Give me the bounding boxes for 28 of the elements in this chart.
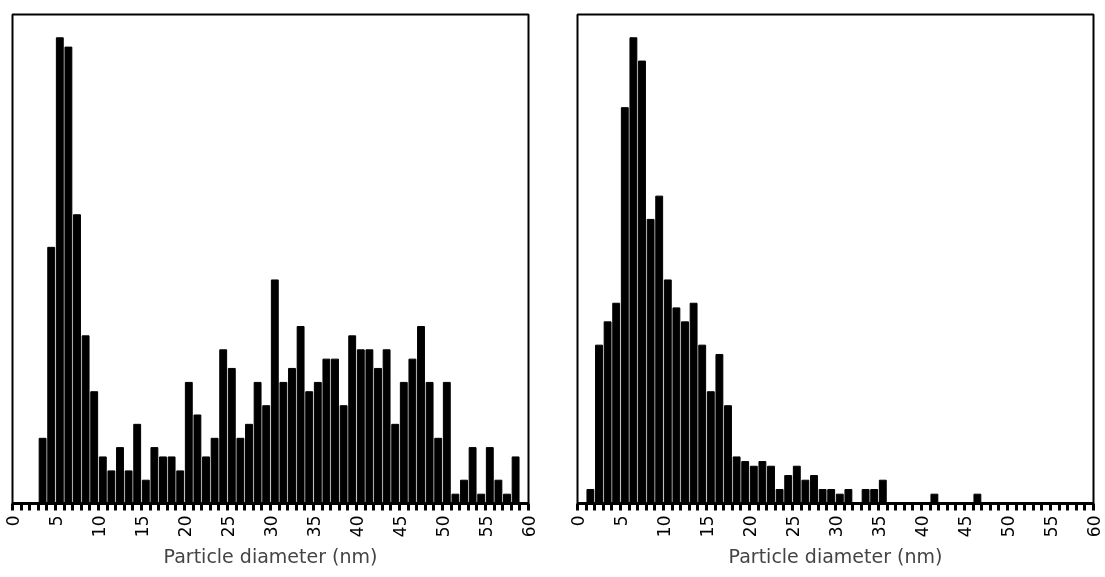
x-tick-label: 45	[955, 515, 975, 538]
x-tick-label: 50	[998, 515, 1018, 538]
x-tick-label: 10	[654, 515, 674, 538]
x-tick-label: 60	[1084, 515, 1104, 538]
x-tick-label: 20	[175, 515, 195, 538]
x-tick-label: 20	[740, 515, 760, 538]
x-tick-label: 25	[218, 515, 238, 538]
x-tick-label: 0	[568, 515, 588, 527]
x-tick-label: 55	[476, 515, 496, 538]
x-tick-label: 5	[611, 515, 631, 527]
x-tick-label: 40	[912, 515, 932, 538]
x-tick-label: 35	[869, 515, 889, 538]
x-tick-label: 5	[46, 515, 66, 527]
x-tick-label: 35	[304, 515, 324, 538]
x-tick-label: 15	[697, 515, 717, 538]
x-tick-label: 30	[826, 515, 846, 538]
x-tick-label: 60	[519, 515, 539, 538]
x-tick-label: 45	[390, 515, 410, 538]
x-tick-label: 55	[1041, 515, 1061, 538]
x-tick-label: 10	[89, 515, 109, 538]
x-tick-label: 25	[783, 515, 803, 538]
x-tick-label: 50	[433, 515, 453, 538]
x-axis-title: Particle diameter (nm)	[163, 545, 378, 568]
x-tick-label: 40	[347, 515, 367, 538]
x-tick-label: 30	[261, 515, 281, 538]
x-axis-title: Particle diameter (nm)	[728, 545, 943, 568]
x-tick-label: 15	[132, 515, 152, 538]
x-tick-label: 0	[3, 515, 23, 527]
